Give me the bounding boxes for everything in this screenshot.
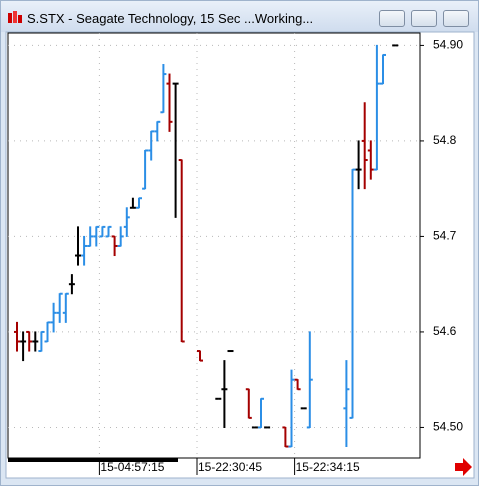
y-tick-label: 54.90 <box>433 38 463 52</box>
y-tick-label: 54.6 <box>433 324 457 338</box>
y-tick-label: 54.50 <box>433 420 463 434</box>
app-icon <box>8 11 22 23</box>
y-tick-label: 54.8 <box>433 133 457 147</box>
maximize-button[interactable] <box>411 10 437 27</box>
y-tick-label: 54.7 <box>433 229 457 243</box>
scroll-arrow[interactable] <box>455 458 472 476</box>
x-tick-label: 15-22:30:45 <box>198 460 262 474</box>
plot-frame <box>7 32 421 459</box>
minimize-button[interactable] <box>379 10 405 27</box>
close-button[interactable] <box>443 10 469 27</box>
x-tick-label: 15-22:34:15 <box>296 460 360 474</box>
window-title: S.STX - Seagate Technology, 15 Sec ...Wo… <box>27 11 314 26</box>
title-bar: S.STX - Seagate Technology, 15 Sec ...Wo… <box>1 1 478 32</box>
x-tick-label: 15-04:57:15 <box>100 460 164 474</box>
